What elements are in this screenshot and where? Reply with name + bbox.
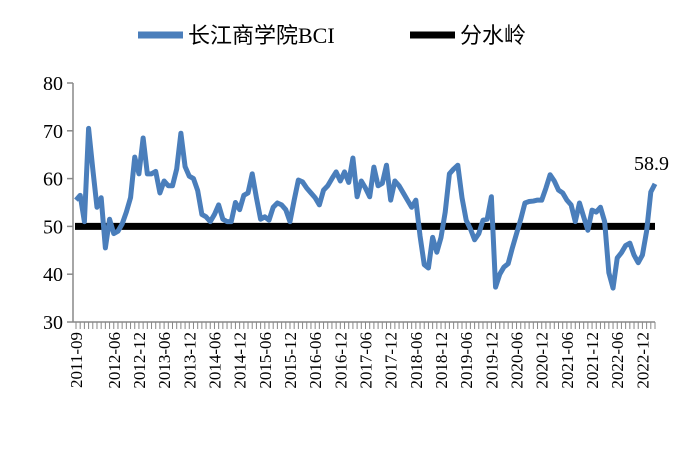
y-tick-label: 60 (43, 169, 63, 191)
x-tick-label: 2018-12 (432, 332, 451, 389)
legend: 长江商学院BCI 分水岭 (138, 23, 526, 48)
x-tick-label: 2022-06 (608, 332, 627, 389)
x-tick-label: 2013-06 (155, 332, 174, 389)
legend-label-threshold: 分水岭 (460, 23, 526, 48)
x-tick-label: 2016-12 (331, 332, 350, 389)
last-value-label: 58.9 (634, 153, 669, 175)
x-tick-label: 2020-06 (508, 332, 527, 389)
y-tick-label: 30 (43, 312, 63, 334)
x-tick-label: 2021-12 (583, 332, 602, 389)
x-tick-label: 2015-06 (256, 332, 275, 389)
y-tick-label: 50 (43, 216, 63, 238)
x-tick-label: 2018-06 (407, 332, 426, 389)
x-tick-label: 2014-06 (205, 332, 224, 389)
y-tick-label: 80 (43, 73, 63, 95)
x-tick-label: 2019-12 (482, 332, 501, 389)
x-tick-label: 2019-06 (457, 332, 476, 389)
x-tick-label: 2012-06 (105, 332, 124, 389)
x-tick-label: 2017-06 (357, 332, 376, 389)
x-tick-label: 2015-12 (281, 332, 300, 389)
x-tick-label: 2022-12 (633, 332, 652, 389)
y-tick-label: 70 (43, 121, 63, 143)
y-tick-label: 40 (43, 264, 63, 286)
x-tick-label: 2020-12 (533, 332, 552, 389)
x-tick-label: 2016-06 (306, 332, 325, 389)
x-tick-label: 2021-06 (558, 332, 577, 389)
legend-label-bci: 长江商学院BCI (188, 23, 335, 48)
x-tick-label: 2017-12 (382, 332, 401, 389)
bci-series-line (74, 125, 658, 291)
x-tick-label: 2013-12 (180, 332, 199, 389)
x-tick-label: 2012-12 (130, 332, 149, 389)
x-tick-label: 2014-12 (231, 332, 250, 389)
x-tick-label: 2011-09 (67, 332, 86, 388)
